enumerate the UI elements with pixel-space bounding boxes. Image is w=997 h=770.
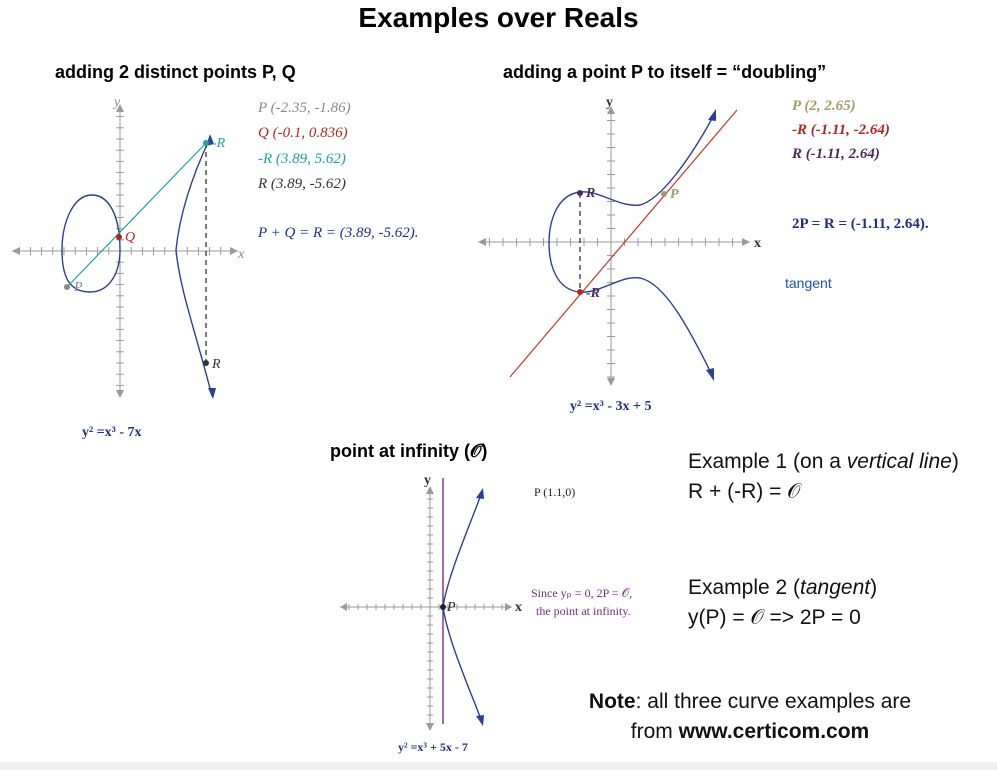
left-point-negr [203, 140, 209, 146]
infinity-y-arrow-up [426, 486, 434, 494]
left-point-q-coords: Q (-0.1, 0.836) [258, 125, 348, 141]
left-curve-branch [175, 137, 213, 397]
infinity-since-line1: Since yₚ = 0, 2P = 𝒪, [531, 586, 633, 600]
infinity-y-label: y [424, 473, 431, 488]
infinity-graph-label-p: P [446, 600, 456, 615]
infinity-point-p [440, 604, 446, 610]
left-x-label: x [237, 247, 245, 262]
right-y-arrow-up [607, 106, 615, 114]
right-point-p [661, 191, 667, 197]
infinity-curve-equation: y² =x³ + 5x - 7 [398, 740, 468, 754]
left-graph-label-r: R [211, 357, 221, 372]
left-x-arrow-right [230, 247, 238, 255]
infinity-subtitle: point at infinity (𝒪) [330, 441, 488, 461]
note-line2: from www.certicom.com [630, 720, 870, 743]
right-point-negr [577, 289, 583, 295]
left-point-p [64, 284, 70, 290]
left-graph-label-q: Q [125, 230, 135, 245]
infinity-point-coords: P (1.1,0) [534, 485, 576, 499]
right-curve [548, 112, 716, 378]
example2-title: Example 2 (tangent) [688, 576, 878, 599]
left-point-r-coords: R (3.89, -5.62) [258, 176, 346, 192]
infinity-since-line2: the point at infinity. [536, 604, 631, 618]
infinity-x-arrow-right [505, 603, 512, 611]
left-curve-oval [61, 194, 121, 293]
left-secant-line [66, 142, 207, 288]
right-x-label: x [754, 236, 761, 251]
left-y-arrow-up [116, 104, 124, 112]
infinity-x-arrow-left [340, 603, 347, 611]
right-curve-arrow-bottom [706, 368, 714, 381]
right-point-r-coords: R (-1.11, 2.64) [792, 146, 880, 162]
right-subtitle: adding a point P to itself = “doubling” [503, 62, 827, 82]
right-x-arrow-right [742, 238, 750, 246]
right-curve-arrow-top [708, 109, 716, 121]
right-y-arrow-down [607, 378, 615, 386]
left-graph-label-p: P [73, 280, 83, 295]
left-point-p-coords: P (-2.35, -1.86) [258, 100, 351, 116]
infinity-y-arrow-down [426, 723, 434, 731]
right-tangent-line [509, 109, 738, 378]
infinity-curve-arrow-top [476, 488, 484, 499]
example1-title: Example 1 (on a vertical line) [688, 450, 959, 473]
left-x-arrow-left [12, 247, 20, 255]
left-curve-arrow-bottom [208, 388, 216, 399]
bottom-band [0, 762, 997, 770]
infinity-curve-arrow-bottom [476, 715, 484, 726]
page-title: Examples over Reals [358, 2, 639, 33]
note-line1: Note: all three curve examples are [588, 690, 912, 713]
left-graph-label-negr: -R [212, 136, 226, 151]
right-x-arrow-left [478, 238, 486, 246]
right-point-p-coords: P (2, 2.65) [792, 98, 856, 114]
right-double-equation: 2P = R = (-1.11, 2.64). [792, 216, 929, 232]
left-curve-equation: y² =x³ - 7x [82, 425, 142, 440]
tangent-label: tangent [785, 275, 832, 291]
right-curve-equation: y² =x³ - 3x + 5 [570, 399, 652, 414]
left-y-label: y [112, 95, 121, 110]
left-sum-equation: P + Q = R = (3.89, -5.62). [258, 225, 419, 241]
right-y-label: y [606, 95, 613, 110]
left-point-q [116, 234, 122, 240]
left-point-negr-coords: -R (3.89, 5.62) [258, 151, 346, 167]
example1-equation: R + (-R) = 𝒪 [688, 480, 801, 503]
right-point-r [577, 190, 583, 196]
infinity-x-label: x [515, 600, 522, 615]
left-point-r [203, 360, 209, 366]
left-y-arrow-down [116, 390, 124, 398]
right-point-negr-coords: -R (-1.11, -2.64) [792, 122, 890, 138]
left-subtitle: adding 2 distinct points P, Q [55, 62, 296, 82]
example2-equation: y(P) = 𝒪 => 2P = 0 [688, 606, 861, 629]
right-graph-label-r: R [585, 186, 595, 201]
right-graph-label-p: P [670, 187, 679, 202]
right-graph-label-negr: -R [586, 286, 600, 301]
